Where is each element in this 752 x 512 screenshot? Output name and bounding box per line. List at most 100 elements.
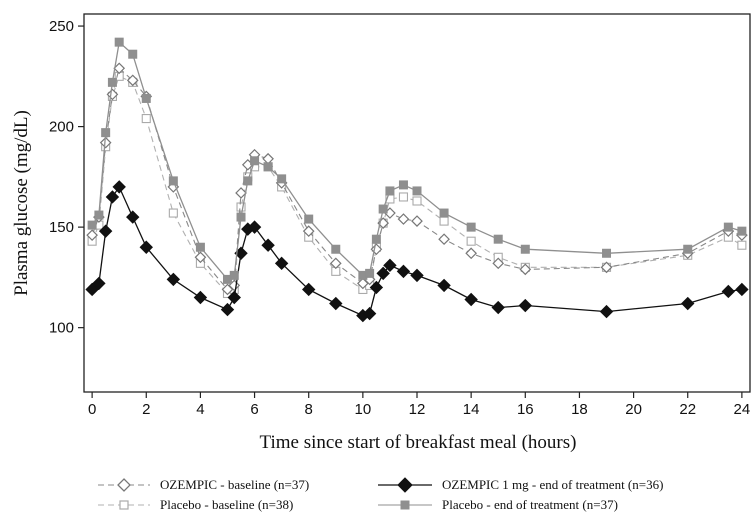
x-tick-label: 20 <box>625 401 642 418</box>
data-point <box>599 304 614 319</box>
data-point <box>194 251 207 264</box>
data-point <box>126 74 139 87</box>
data-point <box>236 212 246 222</box>
x-tick-label: 2 <box>142 401 150 418</box>
data-point <box>412 196 422 206</box>
data-point <box>737 240 747 250</box>
series-1 <box>86 62 748 296</box>
x-tick-label: 10 <box>355 401 372 418</box>
series-0 <box>87 71 747 299</box>
x-tick-label: 14 <box>463 401 480 418</box>
data-point <box>114 37 124 47</box>
data-point <box>721 284 736 299</box>
data-point <box>466 222 476 232</box>
data-point <box>465 247 477 260</box>
data-point <box>220 302 235 317</box>
data-point <box>195 242 205 252</box>
data-point <box>329 257 342 270</box>
series-3 <box>87 37 747 284</box>
data-point <box>112 180 126 194</box>
data-point <box>378 204 388 214</box>
data-point <box>85 282 99 297</box>
data-point <box>236 202 246 212</box>
x-tick-label: 12 <box>409 401 426 418</box>
data-point <box>437 278 451 293</box>
legend-item-placebo-baseline: Placebo - baseline (n=38) <box>98 497 293 512</box>
data-point <box>107 77 117 87</box>
data-point <box>519 263 532 276</box>
data-point <box>304 214 314 224</box>
series-line <box>91 67 743 291</box>
data-point <box>491 300 505 315</box>
x-tick-label: 22 <box>679 401 696 418</box>
data-point <box>383 258 397 273</box>
y-tick-label: 100 <box>49 320 74 337</box>
data-point <box>493 234 503 244</box>
legend-marker-open-square <box>119 500 129 510</box>
data-point <box>398 192 409 202</box>
data-point <box>139 240 153 254</box>
data-point <box>412 186 422 196</box>
data-point <box>331 244 341 254</box>
data-point <box>365 268 375 278</box>
x-tick-label: 4 <box>196 401 204 418</box>
data-point <box>723 222 733 232</box>
data-point <box>126 210 140 224</box>
data-point <box>247 220 262 234</box>
data-point <box>602 248 612 258</box>
series-2 <box>85 180 749 323</box>
legend: OZEMPIC - baseline (n=37) OZEMPIC 1 mg -… <box>98 477 663 512</box>
data-point <box>99 136 112 149</box>
data-point <box>101 128 111 138</box>
data-point <box>277 174 287 184</box>
data-point <box>439 216 449 226</box>
data-point <box>128 49 138 59</box>
data-point <box>87 220 97 230</box>
data-point <box>250 156 260 166</box>
data-point <box>466 236 476 246</box>
data-point <box>398 180 408 190</box>
data-point <box>105 190 120 204</box>
data-point <box>301 282 316 297</box>
y-tick-label: 150 <box>49 219 74 236</box>
data-point <box>439 208 449 218</box>
data-point <box>263 162 273 172</box>
y-tick-label: 250 <box>49 18 74 35</box>
legend-item-placebo-end: Placebo - end of treatment (n=37) <box>378 497 618 512</box>
data-point <box>362 306 377 321</box>
data-point <box>518 298 533 313</box>
data-point <box>113 62 126 75</box>
data-point <box>229 270 239 280</box>
legend-label-ozempic-end: OZEMPIC 1 mg - end of treatment (n=36) <box>442 477 663 492</box>
data-point <box>411 215 423 227</box>
data-point <box>261 238 275 252</box>
y-axis-title: Plasma glucose (mg/dL) <box>11 110 32 296</box>
legend-item-ozempic-baseline: OZEMPIC - baseline (n=37) <box>98 477 309 492</box>
data-point <box>600 261 613 274</box>
legend-marker-filled-diamond <box>397 477 413 493</box>
data-point <box>737 226 747 236</box>
data-point <box>168 176 178 186</box>
data-point <box>681 296 695 311</box>
data-point <box>369 280 384 295</box>
legend-label-placebo-end: Placebo - end of treatment (n=37) <box>442 497 618 512</box>
legend-label-placebo-baseline: Placebo - baseline (n=38) <box>160 497 293 512</box>
x-axis: 0 2 4 6 8 10 12 14 16 18 20 22 24 <box>88 392 750 418</box>
x-axis-title: Time since start of breakfast meal (hour… <box>260 432 577 453</box>
data-point <box>735 282 749 297</box>
x-tick-label: 6 <box>250 401 258 418</box>
data-point <box>371 234 381 244</box>
data-point <box>329 296 343 311</box>
y-tick-label: 200 <box>49 119 74 136</box>
data-point <box>92 276 106 291</box>
data-point <box>141 93 151 103</box>
legend-item-ozempic-end: OZEMPIC 1 mg - end of treatment (n=36) <box>378 477 663 493</box>
data-point <box>168 208 178 218</box>
legend-marker-open-diamond <box>117 478 131 492</box>
data-point <box>141 114 151 124</box>
data-point <box>492 257 505 270</box>
data-point <box>397 213 410 225</box>
legend-marker-filled-square <box>400 500 410 510</box>
x-tick-label: 0 <box>88 401 96 418</box>
data-point <box>98 224 113 238</box>
